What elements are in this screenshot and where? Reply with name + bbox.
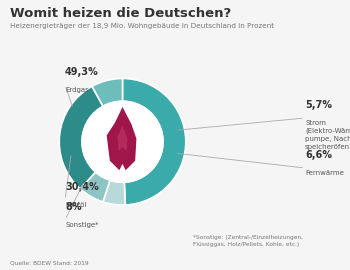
Text: Sonstige*: Sonstige* [65,222,98,228]
Wedge shape [59,86,103,189]
Text: 30,4%: 30,4% [65,182,99,192]
Polygon shape [118,126,127,151]
Text: 6,6%: 6,6% [305,150,332,160]
Wedge shape [103,180,125,205]
Text: Womit heizen die Deutschen?: Womit heizen die Deutschen? [10,7,232,20]
Circle shape [82,101,163,182]
Text: 🔥: 🔥 [114,131,131,159]
Text: Strom
(Elektro-Wärme-
pumpe, Nacht-
speicheröfen): Strom (Elektro-Wärme- pumpe, Nacht- spei… [305,120,350,150]
Text: Fernwärme: Fernwärme [305,170,344,176]
Text: Erdgas: Erdgas [65,87,89,93]
Text: *Sonstige: (Zentral-/Einzelheizungen,
Flüssiggas, Holz/Pellets, Kohle, etc.): *Sonstige: (Zentral-/Einzelheizungen, Fl… [193,235,302,247]
Text: Heizöl: Heizöl [65,202,86,208]
Text: Heizenergieträger der 18,9 Mio. Wohngebäude in Deutschland in Prozent: Heizenergieträger der 18,9 Mio. Wohngebä… [10,23,275,29]
Wedge shape [92,79,122,106]
Wedge shape [80,172,110,202]
Text: Quelle: BDEW Stand: 2019: Quelle: BDEW Stand: 2019 [10,260,89,265]
Wedge shape [122,79,186,205]
Text: 5,7%: 5,7% [305,100,332,110]
Text: 8%: 8% [65,202,82,212]
Polygon shape [107,107,136,170]
Text: 49,3%: 49,3% [65,67,99,77]
